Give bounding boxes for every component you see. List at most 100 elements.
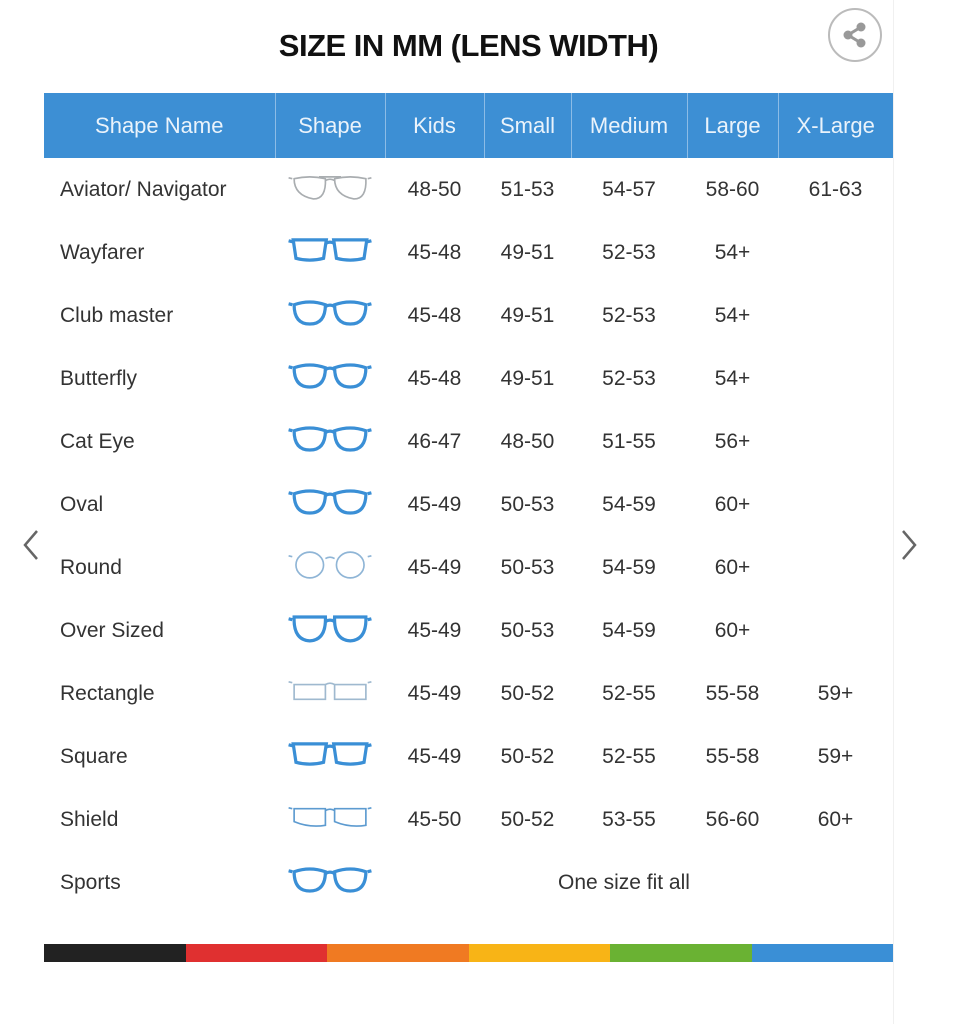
size-cell: 45-48 xyxy=(407,366,462,390)
color-bar-segment xyxy=(44,944,186,962)
shape-name: Shield xyxy=(60,807,119,831)
shape-name: Square xyxy=(60,744,128,768)
column-header: Large xyxy=(687,93,779,158)
size-cell: 45-49 xyxy=(407,555,462,579)
table-row: Round 45-49 50-53 54-59 60+ xyxy=(44,536,893,599)
size-cell: 55-58 xyxy=(705,681,760,705)
size-cell: 45-49 xyxy=(407,744,462,768)
size-cell: 56-60 xyxy=(705,807,760,831)
table-row: Oval 45-49 50-53 54-59 60+ xyxy=(44,473,893,536)
table-header-row: Shape Name Shape Kids Small Medium Large X-Lar… xyxy=(44,93,893,158)
size-cell: 58-60 xyxy=(705,177,760,201)
shape-name: Aviator/ Navigator xyxy=(60,177,227,201)
size-cell: 45-49 xyxy=(407,681,462,705)
size-cell: 51-53 xyxy=(500,177,555,201)
size-cell: 60+ xyxy=(714,492,751,516)
color-bar-segment xyxy=(185,944,327,962)
size-cell: 55-58 xyxy=(705,744,760,768)
table-row: Rectangle 45-49 50-52 52-55 55-58 59+ xyxy=(44,662,893,725)
size-cell xyxy=(778,347,893,410)
size-cell: 49-51 xyxy=(500,366,555,390)
shape-name: Sports xyxy=(60,870,121,894)
size-cell: 45-49 xyxy=(407,492,462,516)
column-header: Shape xyxy=(275,93,386,158)
shape-name: Oval xyxy=(60,492,104,516)
side-strip xyxy=(893,0,957,1024)
shape-name: Wayfarer xyxy=(60,240,145,264)
size-cell: 54+ xyxy=(714,366,751,390)
size-cell: 50-52 xyxy=(500,744,555,768)
size-cell: 52-53 xyxy=(602,240,656,264)
size-cell xyxy=(778,536,893,599)
size-cell: 59+ xyxy=(817,681,854,705)
wayfarer-glasses-icon xyxy=(275,221,385,284)
size-cell: 50-53 xyxy=(500,492,555,516)
rectangle-glasses-icon xyxy=(275,662,385,725)
size-cell: 54-59 xyxy=(602,492,656,516)
size-cell: 45-50 xyxy=(407,807,462,831)
column-header: Small xyxy=(484,93,572,158)
size-cell: 49-51 xyxy=(500,240,555,264)
size-cell: 54+ xyxy=(714,240,751,264)
size-note: One size fit all xyxy=(558,870,690,894)
column-header: Medium xyxy=(571,93,688,158)
page-title: SIZE IN MM (LENS WIDTH) xyxy=(278,28,659,63)
shape-name: Cat Eye xyxy=(60,429,135,453)
sports-glasses-icon xyxy=(275,851,385,914)
size-cell xyxy=(778,599,893,662)
column-header: Kids xyxy=(385,93,485,158)
square-glasses-icon xyxy=(275,725,385,788)
round-glasses-icon xyxy=(275,536,385,599)
size-cell: 49-51 xyxy=(500,303,555,327)
oversized-glasses-icon xyxy=(275,599,385,662)
shape-name: Butterfly xyxy=(60,366,138,390)
size-cell: 48-50 xyxy=(407,177,462,201)
share-button[interactable] xyxy=(828,8,882,62)
size-cell: 48-50 xyxy=(500,429,555,453)
color-bar-segment xyxy=(468,944,610,962)
table-row: Aviator/ Navigator 48-50 51-53 54-57 58-60 61… xyxy=(44,158,893,221)
size-cell: 60+ xyxy=(817,807,854,831)
share-icon xyxy=(843,22,866,48)
color-bar xyxy=(44,944,893,962)
size-cell: 45-49 xyxy=(407,618,462,642)
size-cell: 54+ xyxy=(714,303,751,327)
shield-glasses-icon xyxy=(275,788,385,851)
size-cell: 45-48 xyxy=(407,240,462,264)
size-cell: 50-52 xyxy=(500,807,555,831)
size-cell: 50-53 xyxy=(500,555,555,579)
size-cell xyxy=(778,410,893,473)
size-cell: 45-48 xyxy=(407,303,462,327)
size-cell: 52-55 xyxy=(602,681,656,705)
table-row: Shield 45-50 50-52 53-55 56-60 60+ xyxy=(44,788,893,851)
oval-glasses-icon xyxy=(275,473,385,536)
table-row: Cat Eye 46-47 48-50 51-55 56+ xyxy=(44,410,893,473)
size-cell: 54-59 xyxy=(602,555,656,579)
shape-name: Round xyxy=(60,555,122,579)
table-row: Over Sized 45-49 50-53 54-59 60+ xyxy=(44,599,893,662)
cateye-glasses-icon xyxy=(275,410,385,473)
next-button[interactable] xyxy=(894,525,924,565)
color-bar-segment xyxy=(610,944,752,962)
size-cell: 51-55 xyxy=(602,429,656,453)
table-row: Butterfly 45-48 49-51 52-53 54+ xyxy=(44,347,893,410)
aviator-glasses-icon xyxy=(275,158,385,221)
table-row: Sports One size fit all xyxy=(44,851,893,914)
size-cell: 56+ xyxy=(714,429,751,453)
size-cell: 59+ xyxy=(817,744,854,768)
shape-name: Rectangle xyxy=(60,681,155,705)
shape-name: Over Sized xyxy=(60,618,164,642)
size-cell: 52-53 xyxy=(602,366,656,390)
column-header: Shape Name xyxy=(44,93,276,158)
clubmaster-glasses-icon xyxy=(275,284,385,347)
color-bar-segment xyxy=(751,944,893,962)
size-cell: 46-47 xyxy=(407,429,462,453)
prev-button[interactable] xyxy=(16,525,46,565)
size-cell: 52-53 xyxy=(602,303,656,327)
size-cell: 53-55 xyxy=(602,807,656,831)
column-header: X-Large xyxy=(778,93,893,158)
size-cell: 54-59 xyxy=(602,618,656,642)
shape-name: Club master xyxy=(60,303,174,327)
size-table: Shape Name Shape Kids Small Medium Large X-Lar… xyxy=(44,93,893,914)
table-row: Square 45-49 50-52 52-55 55-58 59+ xyxy=(44,725,893,788)
